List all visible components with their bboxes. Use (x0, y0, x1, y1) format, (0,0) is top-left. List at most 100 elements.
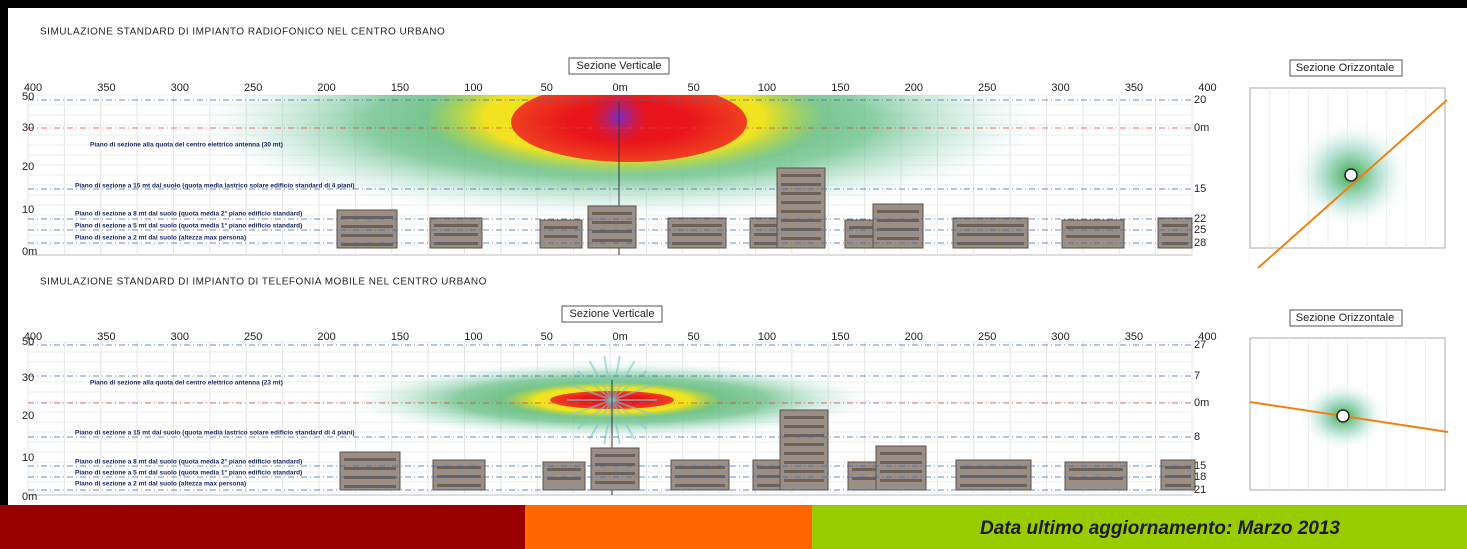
building (1064, 461, 1128, 491)
distance-label: 0m (613, 331, 628, 343)
building-windows (784, 443, 824, 446)
building-windows (544, 235, 578, 238)
height-label: 50 (22, 336, 34, 348)
annotation: Piano di sezione a 8 mt dal suolo (quota… (75, 458, 302, 466)
right-label: 7 (1194, 370, 1200, 382)
annotation: Piano di sezione a 2 mt dal suolo (altez… (75, 235, 246, 242)
map-antenna (1344, 168, 1358, 182)
building-windows (341, 216, 393, 219)
building-windows (1165, 466, 1191, 469)
height-label: 0m (22, 491, 37, 503)
distance-label: 100 (758, 331, 776, 343)
building-windows (592, 221, 632, 224)
building-windows (547, 468, 581, 471)
distance-label: 250 (978, 331, 996, 343)
annotation: Piano di sezione alla quota del centro e… (90, 142, 283, 149)
building-windows (595, 472, 635, 475)
building-windows (880, 479, 922, 482)
panel-title: SIMULAZIONE STANDARD DI IMPIANTO RADIOFO… (40, 27, 445, 38)
building-windows (784, 425, 824, 428)
field-ray (611, 399, 655, 417)
right-label: 0m (1194, 397, 1209, 409)
building-windows (960, 466, 1027, 469)
vertical-label-box (568, 57, 670, 75)
distance-label: 250 (244, 331, 262, 343)
building-windows (781, 237, 821, 240)
vertical-label-box (561, 305, 663, 323)
building (1061, 219, 1125, 249)
vertical-label: Sezione Verticale (570, 308, 655, 320)
building-windows (1162, 233, 1188, 236)
right-label: 20 (1194, 94, 1206, 106)
building-windows (672, 233, 722, 236)
field-ray (611, 383, 655, 401)
panel-title: SIMULAZIONE STANDARD DI IMPIANTO DI TELE… (40, 277, 487, 288)
building-windows (849, 235, 881, 238)
distance-label: 400 (24, 82, 42, 94)
building-windows (781, 219, 821, 222)
building-windows (957, 242, 1024, 245)
distance-label: 50 (687, 331, 699, 343)
height-label: 10 (22, 452, 34, 464)
building-windows (675, 484, 725, 487)
building-windows (341, 234, 393, 237)
building-windows (880, 470, 922, 473)
building-windows (341, 243, 393, 246)
building-windows (781, 174, 821, 177)
right-label: 8 (1194, 431, 1200, 443)
building-windows (437, 466, 481, 469)
building-windows (344, 458, 396, 461)
annotation: Piano di sezione a 5 mt dal suolo (quota… (75, 469, 302, 477)
building-windows (1162, 224, 1188, 227)
distance-label: 50 (687, 82, 699, 94)
footer-orange (525, 505, 812, 549)
building-windows (880, 452, 922, 455)
distance-label: 350 (1125, 82, 1143, 94)
field-ray (611, 399, 636, 440)
distance-label: 400 (1198, 82, 1216, 94)
distance-label: 300 (171, 331, 189, 343)
building-windows (672, 242, 722, 245)
building-windows (784, 470, 824, 473)
right-label: 0m (1194, 122, 1209, 134)
distance-label: 50 (541, 331, 553, 343)
field-ray (611, 399, 648, 430)
building-windows (592, 239, 632, 242)
building (539, 219, 583, 249)
map-arrow (1257, 99, 1448, 269)
building-windows (1165, 475, 1191, 478)
building-windows (675, 475, 725, 478)
building-windows (544, 226, 578, 229)
building-windows (675, 466, 725, 469)
building-windows (547, 477, 581, 480)
horizontal-label-box (1289, 309, 1403, 327)
building (336, 209, 398, 249)
footer-text: Data ultimo aggiornamento: Marzo 2013 (980, 518, 1340, 539)
building-windows (852, 477, 884, 480)
field-ray (569, 383, 613, 401)
right-label: 27 (1194, 339, 1206, 351)
building-windows (877, 210, 919, 213)
building-windows (877, 219, 919, 222)
horizontal-label-box (1289, 59, 1403, 77)
horizontal-label: Sezione Orizzontale (1296, 312, 1394, 324)
building-windows (781, 228, 821, 231)
building-windows (784, 479, 824, 482)
building-windows (672, 224, 722, 227)
distance-label: 300 (1051, 331, 1069, 343)
building-windows (849, 226, 881, 229)
building-windows (852, 468, 884, 471)
distance-label: 250 (244, 82, 262, 94)
building-windows (784, 416, 824, 419)
building-windows (1165, 484, 1191, 487)
building-windows (960, 484, 1027, 487)
building (776, 167, 826, 249)
building-windows (595, 454, 635, 457)
building-windows (592, 212, 632, 215)
distance-label: 200 (905, 82, 923, 94)
distance-label: 100 (758, 82, 776, 94)
footer-red (0, 505, 525, 549)
right-label: 28 (1194, 237, 1206, 249)
building-windows (957, 233, 1024, 236)
building-windows (595, 463, 635, 466)
